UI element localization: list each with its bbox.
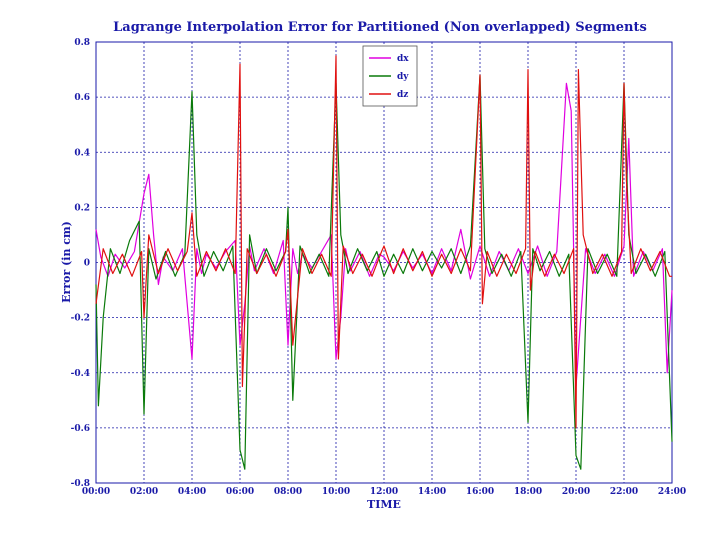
y-tick-label: 0 <box>84 259 90 269</box>
y-axis-ticks: -0.8 -0.6 -0.4 -0.2 0 0.2 0.4 0.6 0.8 <box>71 38 90 489</box>
legend-label-dx: dx <box>397 54 409 64</box>
y-tick-label: 0.6 <box>74 93 90 103</box>
legend: dx dy dz <box>362 45 418 107</box>
y-tick-label: -0.6 <box>71 424 90 434</box>
series-line-dx <box>95 82 673 388</box>
legend-label-dy: dy <box>397 72 409 82</box>
x-tick-label: 12:00 <box>370 487 398 497</box>
y-tick-label: -0.4 <box>71 369 90 379</box>
x-tick-label: 16:00 <box>466 487 494 497</box>
legend-label-dz: dz <box>397 90 408 100</box>
series-line-dz <box>95 55 672 429</box>
y-tick-label: -0.8 <box>71 479 90 489</box>
y-axis-label: Error (in cm) <box>60 221 73 303</box>
y-tick-label: 0.8 <box>74 38 90 48</box>
x-tick-label: 04:00 <box>178 487 206 497</box>
y-tick-label: 0.4 <box>74 148 90 158</box>
x-tick-label: 02:00 <box>130 487 158 497</box>
plot-frame <box>95 41 673 484</box>
x-tick-label: 20:00 <box>562 487 590 497</box>
x-tick-label: 00:00 <box>82 487 110 497</box>
x-tick-label: 08:00 <box>274 487 302 497</box>
series-lines <box>95 55 673 470</box>
x-tick-label: 24:00 <box>658 487 686 497</box>
x-tick-label: 22:00 <box>610 487 638 497</box>
series-line-dy <box>95 74 673 470</box>
y-tick-label: -0.2 <box>71 314 90 324</box>
x-tick-label: 14:00 <box>418 487 446 497</box>
x-tick-label: 18:00 <box>514 487 542 497</box>
x-tick-label: 06:00 <box>226 487 254 497</box>
x-axis-label: TIME <box>367 498 401 511</box>
y-tick-label: 0.2 <box>74 203 90 213</box>
chart-title: Lagrange Interpolation Error for Partiti… <box>113 20 647 35</box>
grid <box>95 41 673 484</box>
x-axis-ticks: 00:00 02:00 04:00 06:00 08:00 10:00 12:00 14:00… <box>82 487 686 497</box>
x-tick-label: 10:00 <box>322 487 350 497</box>
